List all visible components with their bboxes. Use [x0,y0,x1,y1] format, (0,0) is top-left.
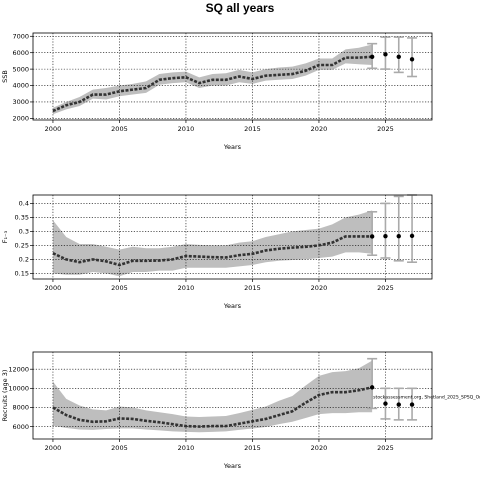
median-line [52,235,373,267]
confidence-band [52,360,373,433]
x-axis-title: Years [223,143,242,151]
y-axis-title: Recruits (age 3) [1,370,9,422]
median-line [52,55,373,113]
watermark-annotation: stockassessment.org, Shetland_2025_SPSQ_… [373,394,480,400]
projection-error-bar [380,202,391,259]
chart-panel-3: 2000 2005 2010 2015 2020 2025 6000 8000 10000 120… [1,351,480,470]
x-tick-label: 2000 [45,125,62,133]
projection-point [383,401,388,406]
x-tick-label: 2010 [178,284,195,292]
chart-panels: 2000 2005 2010 2015 2020 2025 2000 3000 4000 5000… [1,32,480,470]
y-tick-label: 0.25 [15,242,29,250]
y-tick-label: 0.15 [15,270,29,278]
projection-error-bar [393,195,404,262]
y-tick-label: 6000 [12,49,29,57]
y-tick-label: 12000 [8,365,29,373]
projection-point [409,57,415,62]
plot-frame [32,32,433,121]
x-tick-label: 2015 [244,444,261,452]
x-tick-label: 2005 [111,125,128,133]
projection-error-bar [407,194,418,264]
y-axis-title: SSB [1,70,9,83]
projection-point [409,402,415,407]
y-tick-label: 0.35 [15,214,29,222]
x-axis-title: Years [223,462,242,470]
chart-panel-2: 2000 2005 2010 2015 2020 2025 0.15 0.2 0.25 0.3 0.… [1,194,433,310]
projection-error-bar [367,357,378,410]
y-tick-label: 8000 [12,404,29,412]
median-line [52,386,373,428]
x-tick-label: 2000 [45,284,62,292]
x-tick-label: 2010 [178,125,195,133]
y-tick-label: 4000 [12,82,29,90]
projection-point [396,233,401,239]
x-tick-label: 2025 [377,125,394,133]
x-tick-label: 2025 [377,444,394,452]
x-tick-label: 2005 [111,444,128,452]
projection-point [369,234,375,239]
y-tick-label: 0.2 [19,256,29,264]
x-tick-label: 2010 [178,444,195,452]
y-tick-label: 7000 [12,32,29,40]
y-tick-label: 0.4 [19,200,29,208]
x-tick-label: 2000 [45,444,62,452]
projection-point [383,233,388,239]
y-tick-label: 5000 [12,65,29,73]
projection-point [409,233,415,239]
chart-panel-1: 2000 2005 2010 2015 2020 2025 2000 3000 4000 5000… [1,32,433,151]
x-tick-label: 2005 [111,284,128,292]
projection-point [369,54,375,60]
plot-frame [32,194,433,280]
projection-point [369,385,375,390]
projection-point [396,54,401,60]
y-tick-label: 2000 [12,115,29,123]
projection-point [383,52,388,57]
x-tick-label: 2015 [244,284,261,292]
x-tick-label: 2020 [311,125,328,133]
x-tick-label: 2015 [244,125,261,133]
plot-frame [32,351,433,440]
projection-point [396,402,401,407]
y-tick-label: 3000 [12,98,29,106]
page-title: SQ all years [206,1,275,15]
x-tick-label: 2020 [311,284,328,292]
projection-error-bar [367,211,378,256]
x-tick-label: 2025 [377,284,394,292]
y-tick-label: 10000 [8,385,29,393]
y-axis-title: F₁₋₃ [1,230,9,243]
y-tick-label: 6000 [12,423,29,431]
x-tick-label: 2020 [311,444,328,452]
x-axis-title: Years [223,302,242,310]
y-tick-label: 0.3 [19,228,29,236]
